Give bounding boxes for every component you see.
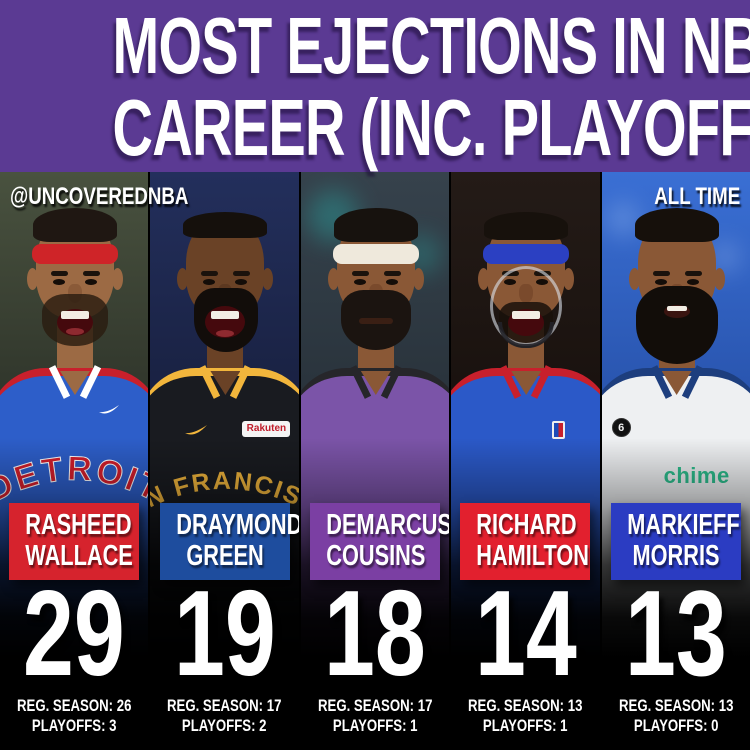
ejection-splits: REG. SEASON: 26 PLAYOFFS: 3: [0, 696, 148, 736]
reg-season-stat: REG. SEASON: 13: [618, 697, 734, 715]
player-first-name: DEMARCUS: [326, 509, 450, 541]
ejection-total: 14: [474, 565, 577, 701]
player-first-name: DRAYMOND: [175, 509, 299, 541]
player-name-plate: DRAYMOND GREEN: [159, 503, 299, 580]
photo-shade: [601, 172, 750, 750]
player-column-richard-hamilton: RICHARD HAMILTON 14 REG. SEASON: 13 PLAY…: [451, 172, 600, 750]
player-last-name: GREEN: [185, 540, 264, 572]
title-banner: MOST EJECTIONS IN NBA CAREER (INC. PLAYO…: [0, 0, 750, 172]
player-last-name: COUSINS: [326, 540, 426, 572]
ejection-total: 18: [324, 565, 426, 701]
playoffs-stat: PLAYOFFS: 1: [332, 717, 418, 735]
ejection-splits: REG. SEASON: 13 PLAYOFFS: 1: [451, 696, 599, 736]
player-column-demarcus-cousins: DEMARCUS COUSINS 18 REG. SEASON: 17 PLAY…: [300, 172, 450, 750]
player-column-rasheed-wallace: DETROIT RASHEED: [0, 172, 149, 750]
ejection-splits: REG. SEASON: 13 PLAYOFFS: 0: [602, 696, 750, 736]
player-last-name: HAMILTON: [476, 540, 590, 572]
player-name-plate: RICHARD HAMILTON: [460, 503, 591, 580]
playoffs-stat: PLAYOFFS: 1: [483, 717, 568, 735]
playoffs-stat: PLAYOFFS: 0: [633, 717, 719, 735]
player-columns: @UNCOVEREDNBA ALL TIME DETROIT: [0, 172, 750, 750]
ejection-total: 13: [624, 565, 727, 701]
player-name-plate: DEMARCUS COUSINS: [310, 503, 450, 580]
all-time-tag: ALL TIME: [654, 183, 740, 210]
player-name-plate: RASHEED WALLACE: [9, 503, 140, 580]
photo-shade: [0, 172, 149, 750]
page-title-line1: MOST EJECTIONS IN NBA: [112, 1, 750, 90]
playoffs-stat: PLAYOFFS: 3: [31, 717, 117, 735]
photo-shade: [150, 172, 299, 750]
player-first-name: RASHEED: [25, 509, 132, 541]
player-column-draymond-green: SAN FRANCISCO Rakuten DR: [150, 172, 299, 750]
photo-shade: [300, 172, 450, 750]
player-first-name: MARKIEFF: [627, 509, 740, 541]
ejection-total: 19: [173, 565, 276, 701]
reg-season-stat: REG. SEASON: 17: [317, 697, 433, 715]
player-name-plate: MARKIEFF MORRIS: [610, 503, 741, 580]
ejection-splits: REG. SEASON: 17 PLAYOFFS: 2: [150, 696, 298, 736]
player-last-name: WALLACE: [25, 540, 133, 572]
reg-season-stat: REG. SEASON: 17: [167, 697, 282, 715]
source-handle: @UNCOVEREDNBA: [10, 183, 189, 210]
ejection-total: 29: [23, 565, 126, 701]
page-title-line2: CAREER (INC. PLAYOFFS): [112, 83, 750, 172]
player-last-name: MORRIS: [632, 540, 720, 572]
ejection-splits: REG. SEASON: 17 PLAYOFFS: 1: [301, 696, 449, 736]
reg-season-stat: REG. SEASON: 13: [468, 697, 583, 715]
reg-season-stat: REG. SEASON: 26: [16, 697, 132, 715]
player-first-name: RICHARD: [476, 509, 577, 541]
player-column-markieff-morris: 6 chime MARKIEFF MORRIS 13 REG. SEASON: …: [601, 172, 750, 750]
playoffs-stat: PLAYOFFS: 2: [182, 717, 267, 735]
